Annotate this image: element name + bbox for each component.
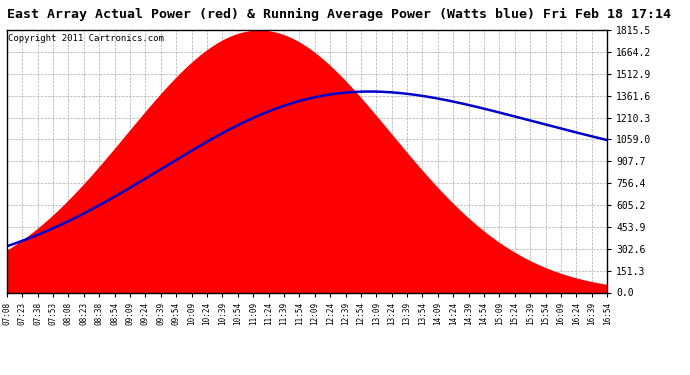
Text: Copyright 2011 Cartronics.com: Copyright 2011 Cartronics.com [8,34,164,43]
Text: East Array Actual Power (red) & Running Average Power (Watts blue) Fri Feb 18 17: East Array Actual Power (red) & Running … [7,8,671,21]
